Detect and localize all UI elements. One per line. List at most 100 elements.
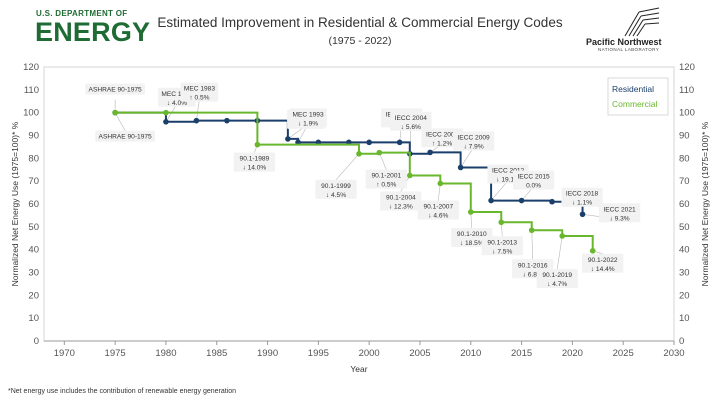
annotation-change: ↓ 7.9% [464,143,484,150]
x-tick-label: 2030 [663,348,684,359]
series-line-0 [115,111,584,215]
annotation-code: 90.1-1989 [240,156,270,163]
annotation-change-value: 14.4% [596,266,615,273]
change-arrow-icon: ↓ [389,203,394,210]
data-point [467,209,474,215]
annotation-code: IECC 2021 [603,206,636,213]
annotation-code: MEC 1983 [184,86,215,93]
annotation-change-value: 6.8% [528,271,543,278]
annotation-box [390,111,432,131]
annotation-box [452,131,495,151]
annotation-box [421,128,463,148]
change-arrow-icon: ↓ [167,100,172,107]
annotation-change: ↑ 0.5% [189,95,209,102]
x-tick-label: 1970 [54,348,75,359]
change-arrow-icon: ↓ [609,215,614,222]
y-tick-label-right: 60 [679,199,690,210]
change-arrow-icon: ↓ [326,192,331,199]
annotation-change-value: 7.5% [497,248,512,255]
annotation-change-value: 14.0% [248,165,267,172]
annotation-code: IECC 2006 [426,131,459,138]
annotation-code: IECC 2018 [566,191,599,198]
y-tick-label: 80 [28,153,39,164]
y-tick-label-right: 50 [679,222,690,233]
annotation-change: ↓ 14.4% [591,266,615,273]
annotation-change-value: 4.6% [433,212,448,219]
annotation-box [582,253,624,273]
y-axis-title-right: Normalized Net Energy Use (1975=100)* % [700,121,710,286]
annotation-box [289,108,327,128]
annotation-change-value: 1.1% [577,200,592,207]
annotation-box [536,268,578,288]
annotation-code: ASHRAE 90-1975 [99,134,152,141]
annotation-connector [490,180,509,201]
data-point [457,164,464,171]
annotation-change-value: 19.1% [501,177,520,184]
annotation-change-value: 9.3% [615,215,630,222]
annotation-change: ↓ 1.1% [572,200,592,207]
annotation-change: ↓ 18.5% [460,240,484,247]
change-arrow-icon: ↓ [460,240,465,247]
annotation-connector [460,147,474,168]
annotation-change-value: 1.2% [437,140,452,147]
annotation-code: 90.1-1999 [321,183,351,190]
x-tick-label: 2020 [562,348,583,359]
annotation-connector [531,230,534,260]
y-tick-label-right: 110 [679,85,694,96]
annotation-change: ↓ 1.9% [298,120,318,127]
y-tick-label: 100 [23,108,39,119]
change-arrow-icon: ↓ [242,165,247,172]
y-tick-label-right: 10 [679,313,690,324]
annotation-change: ↓ 9.3% [609,215,629,222]
annotation-code: IECC 2004 [395,115,428,122]
annotation-change: 0.0% [526,183,541,190]
annotation-change-value: 7.9% [469,143,484,150]
annotation-change-value: 5.6% [406,124,421,131]
data-point [396,139,403,146]
y-tick-label-right: 70 [679,176,690,187]
chart-legend: Residential Commercial [607,77,669,116]
data-point [549,198,555,205]
y-tick-label: 20 [28,290,39,301]
y-tick-label-right: 0 [679,336,684,347]
x-tick-label: 2010 [460,348,481,359]
annotation-box [561,187,603,207]
annotation-change: ↓ 7.5% [492,248,512,255]
annotation-connector [114,112,126,131]
data-point [498,219,505,226]
annotation-change: ↑ 1.2% [432,140,452,147]
x-tick-label: 1985 [206,348,227,359]
y-tick-label-right: 80 [679,153,690,164]
data-point [488,197,494,204]
x-tick-label: 2000 [359,348,380,359]
annotation-code: IECC 2015 [517,174,550,181]
change-arrow-icon: ↓ [572,200,577,207]
annotation-code: 90.1-2007 [423,203,453,210]
annotation-change: ↓ 4.5% [326,192,346,199]
y-tick-label: 90 [28,131,39,142]
change-arrow-icon: ↓ [523,271,528,278]
data-point [112,109,118,116]
data-point [163,109,169,116]
annotation-change-value: 0.5% [194,95,209,102]
doe-logo-wordmark: ENERGY [35,17,151,47]
x-tick-label: 2015 [511,348,532,359]
x-tick-label: 1980 [155,348,176,359]
annotation-code: MEC 1980 [161,91,192,98]
data-point [437,180,444,187]
data-point [193,117,200,124]
pnnl-logo-name: Pacific Northwest [586,37,662,47]
data-point [407,172,413,179]
annotation-change: ↑ 0.5% [376,182,396,189]
data-point [356,150,362,157]
annotation-change: ↓ 4.0% [167,100,187,107]
annotation-connector [335,153,360,180]
x-tick-label: 1995 [308,348,329,359]
legend-box [607,77,669,116]
chart-annotations: ASHRAE 90-1975 ASHRAE 90-1975 MEC 1980 ↓ 4.… [85,82,641,288]
annotation-code: ASHRAE 90-1975 [89,87,142,94]
data-point [427,149,433,156]
annotation-change: ↓ 14.0% [242,165,266,172]
x-axis-title: Year [350,364,367,374]
